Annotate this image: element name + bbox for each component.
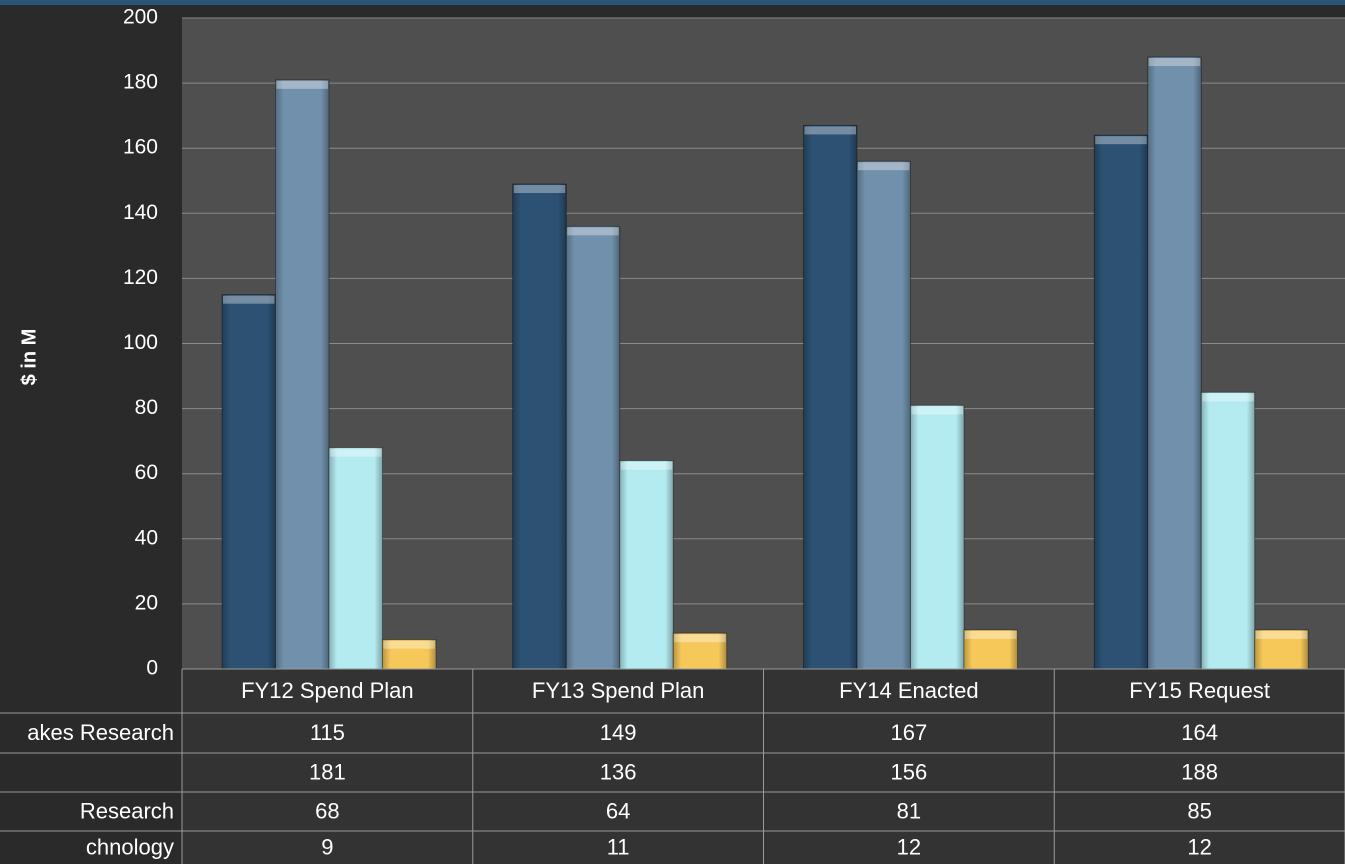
bar-bevel [804,126,856,135]
bar [1254,629,1309,670]
table-value: 12 [1187,834,1211,859]
bar [1147,56,1202,670]
bar [856,160,911,670]
bar [328,447,383,670]
table-value: 115 [310,720,345,745]
bar-bevel [567,227,619,236]
bar [803,124,858,670]
y-tick-label: 120 [123,266,158,289]
bar [382,639,437,670]
table-value: 64 [606,798,630,823]
y-tick-label: 0 [146,657,158,680]
table-value: 9 [321,834,333,859]
y-tick-label: 200 [123,6,158,29]
bar-bevel [1202,393,1254,402]
table-value: 188 [1181,759,1218,784]
table-value: 85 [1187,798,1211,823]
bar [1200,391,1256,670]
y-tick-label: 80 [135,396,158,419]
table-value: 81 [897,798,921,823]
bar-bevel [911,406,963,415]
x-tick-label: FY14 Enacted [839,678,978,703]
y-tick-label: 20 [135,591,158,614]
table-value: 11 [607,834,630,859]
bar [565,225,621,670]
table-value: 68 [315,798,339,823]
table-value: 181 [309,759,346,784]
bar [275,79,330,670]
bar-bevel [223,295,275,304]
bar [1093,134,1149,670]
legend-label: chnology [86,834,174,859]
bar-bevel [1255,630,1308,639]
bar-bevel [383,640,435,649]
bar-bevel [330,448,382,457]
bar-bevel [674,634,726,643]
legend-label: akes Research [27,720,174,745]
y-tick-label: 140 [123,201,158,224]
top-strip [0,0,1345,5]
table-value: 12 [897,834,921,859]
bar-bevel [1148,58,1201,67]
y-tick-label: 160 [123,136,158,159]
y-tick-label: 40 [135,526,158,549]
y-tick-label: 180 [123,71,158,94]
bar [619,460,674,670]
table-value: 156 [891,759,928,784]
bar-bevel [1095,136,1147,145]
bar-bevel [276,80,328,89]
y-tick-label: 60 [135,461,158,484]
y-axis-label: $ in M [18,329,40,386]
legend-label: Research [80,798,174,823]
bar-bevel [858,162,910,171]
bar-bevel [620,461,673,470]
bar [512,183,567,670]
table-value: 164 [1181,720,1218,745]
bar [963,629,1018,670]
bar-bevel [965,630,1017,639]
bar [672,632,728,670]
x-tick-label: FY15 Request [1129,678,1270,703]
table-value: 167 [891,720,928,745]
bar [221,294,276,670]
bar-bevel [513,185,566,194]
x-tick-label: FY13 Spend Plan [532,678,704,703]
x-tick-label: FY12 Spend Plan [241,678,413,703]
table-value: 149 [600,720,637,745]
y-tick-label: 100 [123,331,158,354]
bar [910,404,965,670]
table-value: 136 [600,759,637,784]
